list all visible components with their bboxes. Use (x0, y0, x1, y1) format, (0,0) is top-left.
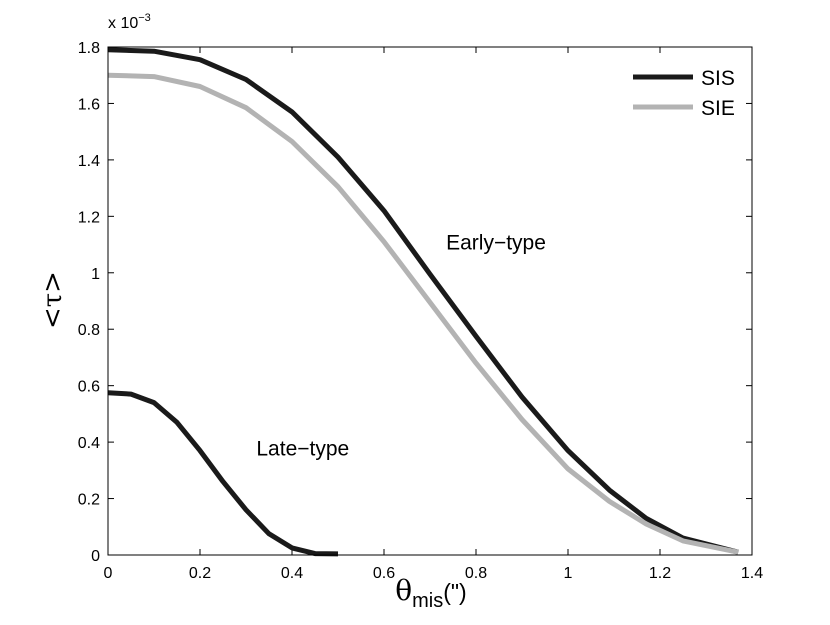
legend-label-sis: SIS (701, 67, 735, 90)
ticks-layer: 0 0.2 0.4 0.6 0.8 1 1.2 1.4 0 0.2 0.4 0.6 0.8 1 1.2 1.4… (78, 40, 763, 582)
y-tick-label: 1 (91, 266, 100, 283)
x-tick-label: 0.2 (189, 565, 211, 582)
y-tick-label: 0.8 (78, 322, 100, 339)
y-tick-label: 1.8 (78, 40, 100, 57)
y-tick-label: 0.6 (78, 379, 100, 396)
series-line-late-type (107, 390, 339, 557)
x-tick-label: 0.6 (373, 565, 395, 582)
y-axis-label: <τ> (38, 271, 68, 329)
x-tick-label: 1.4 (741, 565, 763, 582)
series-line-sis (107, 47, 739, 555)
y-tick-label: 1.4 (78, 153, 100, 170)
x-tick-label: 1.2 (649, 565, 671, 582)
y-multiplier-exponent: −3 (138, 12, 151, 24)
x-tick-label: 0.4 (281, 565, 303, 582)
y-tick-label: 1.2 (78, 209, 100, 226)
x-axis-label-subscript: mis (412, 590, 443, 612)
y-tick-label: 0.2 (78, 492, 100, 509)
x-tick-label: 0 (104, 565, 113, 582)
y-tick-label: 1.6 (78, 96, 100, 113)
legend-label-sie: SIE (701, 97, 735, 120)
annotations-layer: Early−type Late−type (256, 232, 546, 461)
y-tick-label: 0.4 (78, 435, 100, 452)
x-tick-label: 1 (564, 565, 573, 582)
y-multiplier-base: x 10 (108, 15, 138, 32)
legend: SIS SIE (633, 67, 735, 120)
y-multiplier: x 10−3 (108, 12, 151, 32)
series-layer (107, 47, 739, 557)
annotation-label: Late−type (256, 438, 349, 461)
x-tick-label: 0.8 (465, 565, 487, 582)
x-axis-label-unit: (") (443, 579, 466, 605)
series-line-sie (107, 72, 739, 555)
x-axis-label-symbol: θ (395, 574, 412, 607)
x-axis-label: θmis(") (395, 574, 466, 612)
plot-frame (107, 46, 753, 556)
y-tick-label: 0 (91, 548, 100, 565)
annotation-label: Early−type (446, 232, 546, 255)
